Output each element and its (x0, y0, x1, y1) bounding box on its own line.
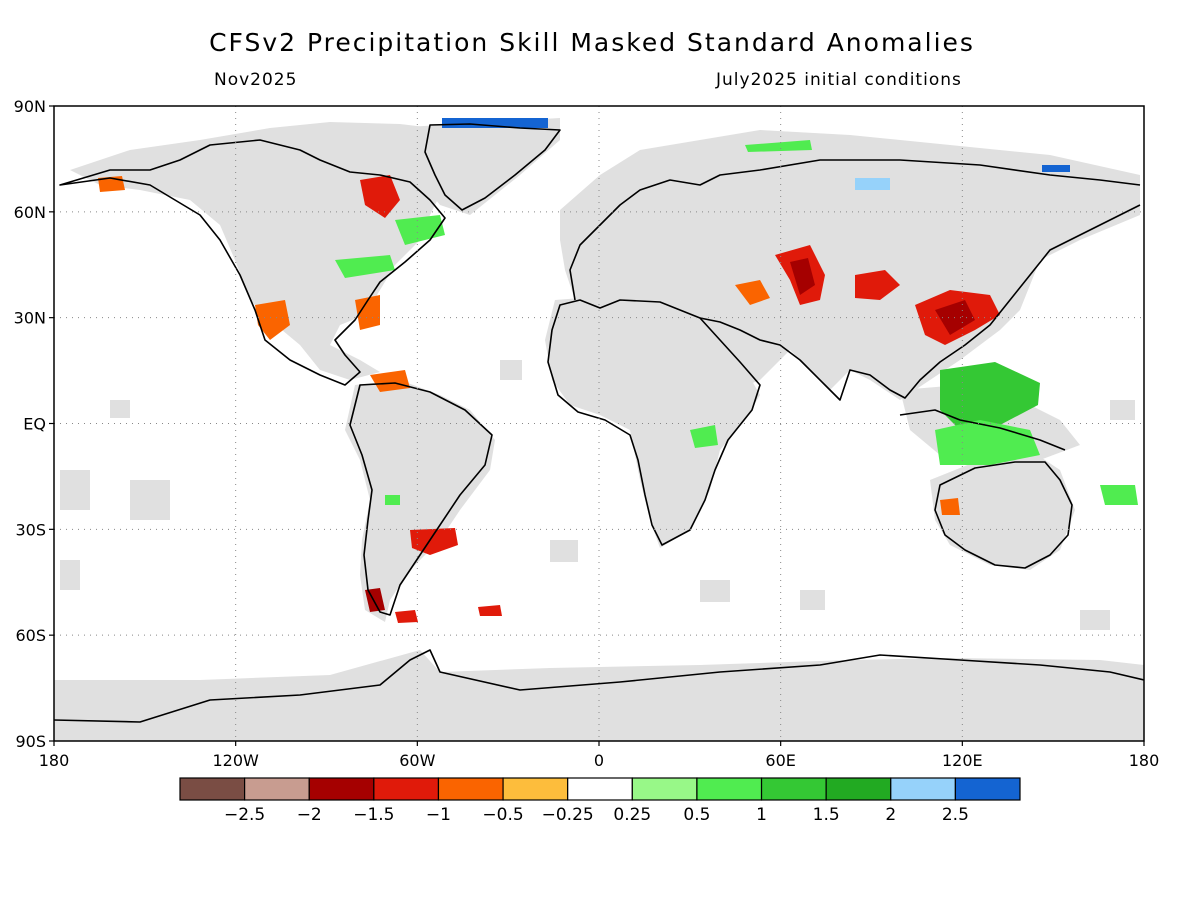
legend-swatch (373, 777, 440, 801)
lat-label: 30N (14, 309, 46, 328)
legend-swatch (825, 777, 892, 801)
anomaly-maritime (935, 420, 1040, 465)
lat-label: EQ (23, 415, 46, 434)
lat-label: 90S (15, 732, 46, 751)
anomaly-south-america-green (385, 495, 400, 505)
legend-swatch (308, 777, 375, 801)
lat-label: 90N (14, 97, 46, 116)
anomaly-east-australia (1100, 485, 1138, 505)
legend-label: 0.25 (613, 805, 651, 825)
lon-label: 120W (212, 751, 259, 770)
anomaly-argentina (410, 528, 458, 555)
legend-label: −0.25 (542, 805, 594, 825)
lon-label: 180 (1129, 751, 1160, 770)
legend-swatch (244, 777, 310, 801)
legend-label: −1.5 (353, 805, 394, 825)
target-month-label: Nov2025 (214, 70, 298, 90)
antarctica (54, 650, 1144, 741)
australia (930, 450, 1075, 570)
anomaly-philippines (940, 362, 1040, 430)
anomaly-patagonia (395, 610, 418, 623)
anomaly-east-siberia-blue (1042, 165, 1070, 172)
legend-swatch (954, 777, 1021, 801)
anomaly-hudson (360, 175, 400, 218)
chart-title: CFSv2 Precipitation Skill Masked Standar… (209, 28, 975, 57)
anomaly-mexico (255, 300, 290, 340)
initial-conditions-label: July2025 initial conditions (716, 70, 962, 90)
arabia (700, 320, 790, 390)
anomaly-arctic-blue (442, 118, 548, 128)
legend-label: 2 (885, 805, 896, 825)
lon-label: 60W (399, 751, 435, 770)
anomaly-central-asia-core (790, 258, 815, 295)
color-legend: −2.5 −2 −1.5 −1 −0.5 −0.25 0.25 0.5 1 1.5 2 2.5 (179, 777, 1021, 825)
legend-label: 0.5 (683, 805, 710, 825)
anomaly-east-africa (690, 425, 718, 448)
legend-label: 2.5 (942, 805, 969, 825)
legend-swatch (567, 777, 633, 801)
legend-label: −2.5 (224, 805, 265, 825)
legend-swatch (696, 777, 763, 801)
lat-label: 60N (14, 203, 46, 222)
legend-swatch (631, 777, 698, 801)
legend-label: 1.5 (813, 805, 840, 825)
anomaly-kara-lightblue (855, 178, 890, 190)
greenland (390, 118, 560, 215)
anomaly-iran (735, 280, 770, 305)
legend-swatch (890, 777, 956, 801)
lon-label: 60E (765, 751, 795, 770)
legend-label: −1 (426, 805, 451, 825)
eurasia (560, 130, 1140, 400)
anomaly-siberia (745, 140, 812, 152)
legend-swatch (502, 777, 569, 801)
lon-label: 120E (942, 751, 983, 770)
coastlines (54, 123, 1144, 723)
lon-label: 180 (39, 751, 70, 770)
lat-label: 60S (15, 626, 46, 645)
legend-swatch (179, 777, 246, 801)
anomaly-west-australia (940, 498, 960, 515)
lat-label: 30S (15, 520, 46, 539)
anomaly-north-india (855, 270, 900, 300)
anomaly-caribbean (370, 370, 410, 392)
lon-label: 0 (594, 751, 604, 770)
anomaly-south-atlantic (478, 605, 502, 616)
legend-label: −0.5 (482, 805, 523, 825)
legend-swatch (760, 777, 827, 801)
south-america (345, 380, 495, 622)
legend-label: 1 (756, 805, 767, 825)
legend-label: −2 (297, 805, 322, 825)
anomaly-us-midwest (335, 255, 395, 278)
legend-swatch (437, 777, 504, 801)
anomaly-southeast-us (355, 295, 380, 330)
